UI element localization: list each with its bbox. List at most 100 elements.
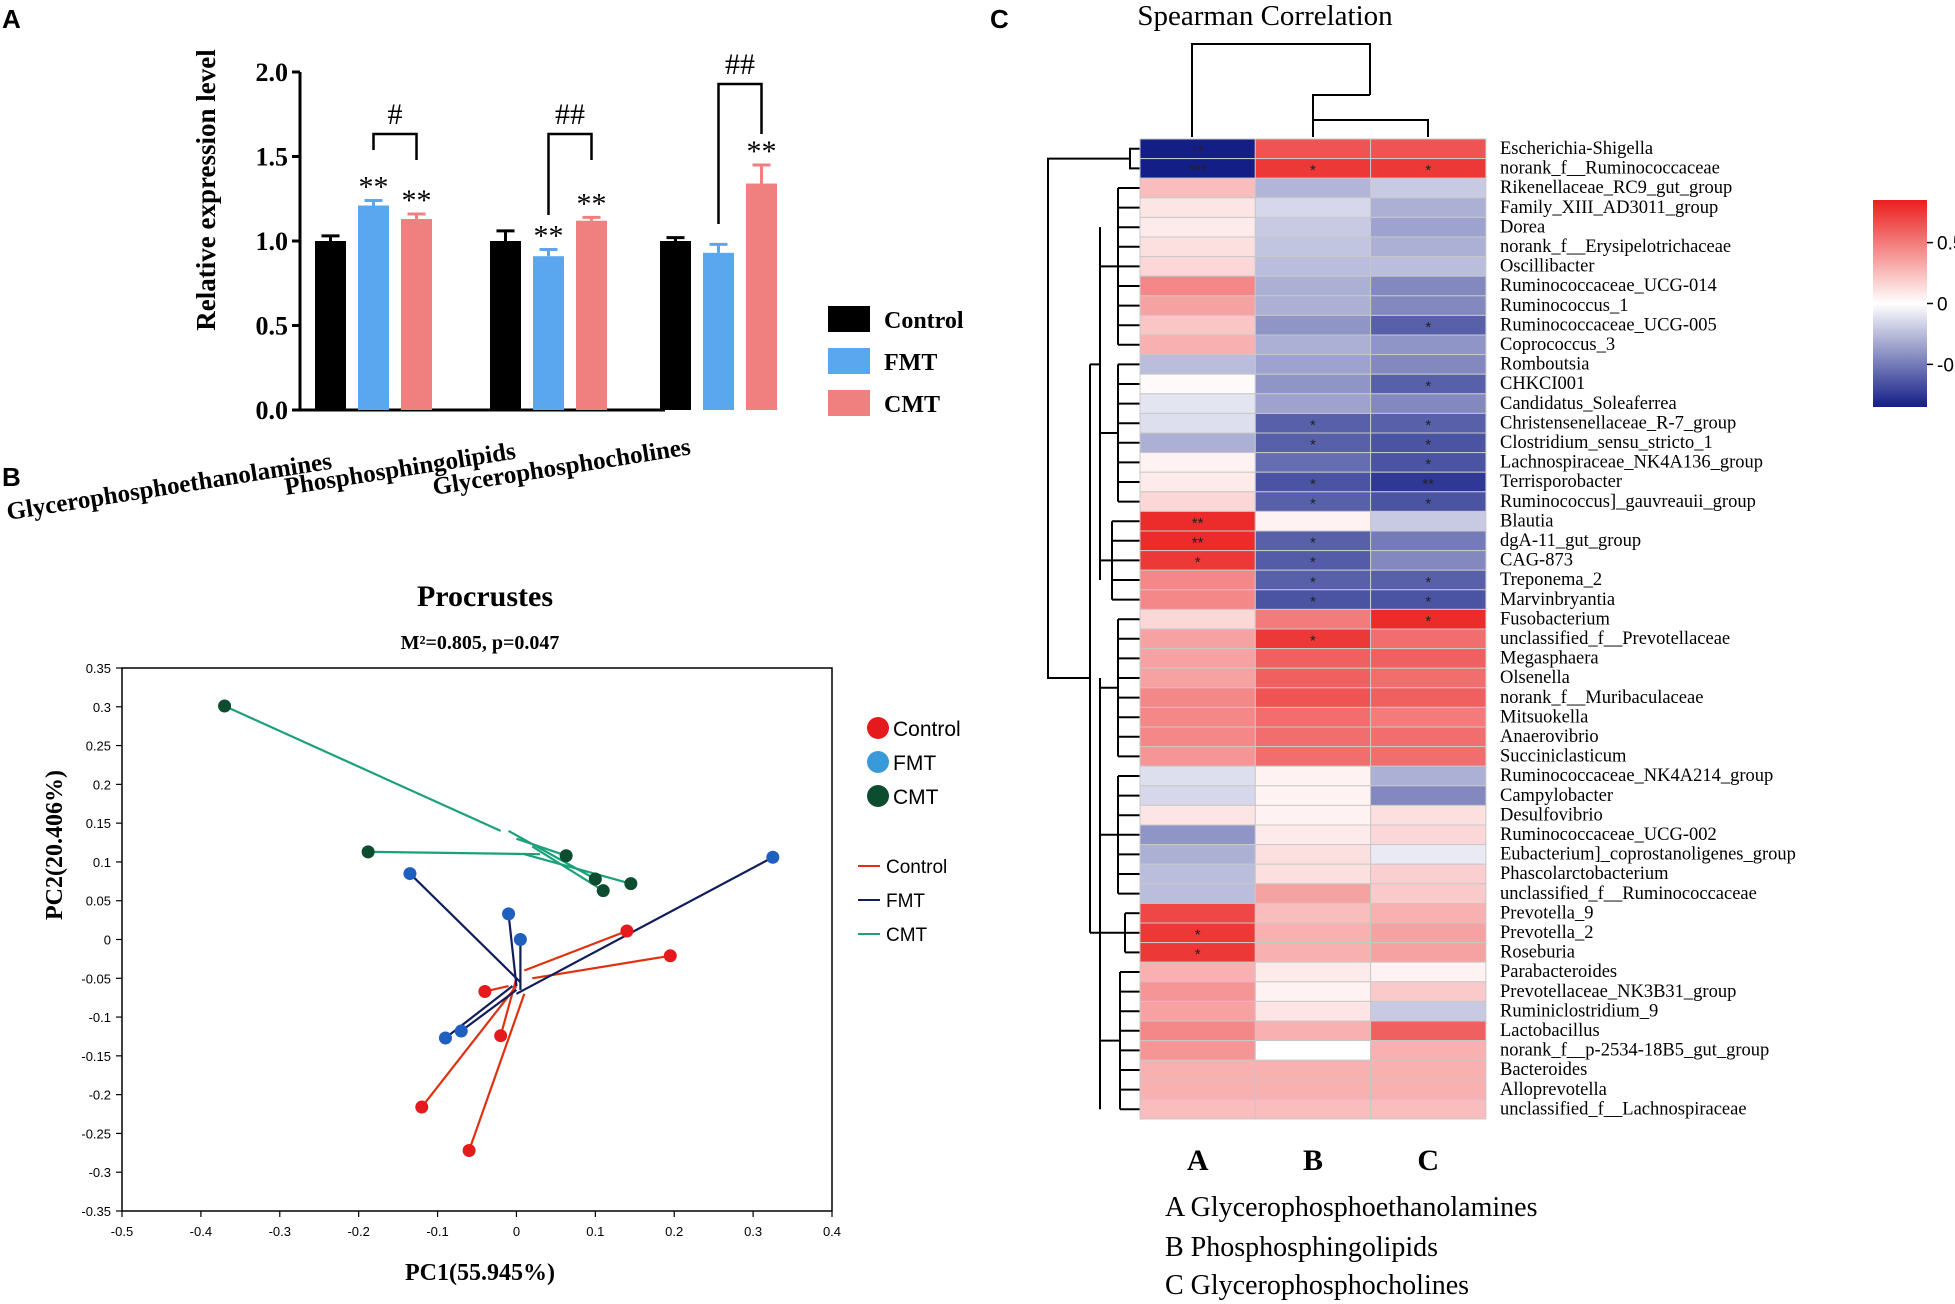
row-label: Marvinbryantia — [1500, 590, 1615, 610]
significance-mark: ** — [359, 170, 389, 203]
comparison-bracket — [547, 132, 593, 215]
bar-chart-ylabel: Relative expression level — [191, 49, 221, 331]
heatmap-cell — [1139, 785, 1256, 806]
heatmap-cell — [1370, 510, 1487, 532]
point-control — [620, 924, 634, 938]
row-label: Bacteroides — [1500, 1060, 1587, 1080]
row-label: Candidatus_Soleaferrea — [1500, 394, 1677, 414]
column-dendrogram — [1191, 43, 1429, 137]
x-tick-label: 0.1 — [586, 1224, 604, 1239]
row-label: Succiniclasticum — [1500, 747, 1627, 767]
heatmap-cell — [1254, 334, 1372, 356]
heatmap-significance: * — [1310, 495, 1316, 512]
point-cmt — [624, 877, 638, 891]
heatmap-significance: * — [1195, 554, 1201, 571]
legend-point-cmt — [867, 785, 889, 807]
heatmap-cell — [1254, 942, 1372, 963]
x-tick-label: 0.2 — [665, 1224, 683, 1239]
row-label: Dorea — [1500, 217, 1545, 237]
heatmap-significance: * — [1425, 495, 1431, 512]
heatmap-cell — [1370, 902, 1487, 924]
heatmap-cell — [1254, 706, 1372, 728]
legend-line-label: Control — [886, 857, 947, 878]
heatmap-significance: * — [1425, 574, 1431, 591]
heatmap-significance: ** — [1192, 535, 1204, 552]
heatmap-significance: * — [1310, 476, 1316, 493]
panel-letter-b: B — [2, 462, 21, 492]
point-cmt — [218, 699, 232, 713]
procrustes-line-control — [420, 985, 518, 1108]
legend-label-control: Control — [884, 308, 964, 334]
procrustes-line-cmt — [508, 829, 596, 880]
row-label: Lactobacillus — [1500, 1021, 1600, 1041]
heatmap-cell — [1254, 1000, 1372, 1022]
x-tick-label: 0 — [513, 1224, 520, 1239]
heatmap-cell — [1139, 452, 1256, 473]
heatmap-cell — [1254, 746, 1372, 767]
heatmap-cell — [1139, 432, 1256, 454]
y-tick-label: 0 — [104, 933, 111, 948]
significance-mark: ** — [534, 219, 564, 252]
heatmap-cell — [1370, 550, 1487, 571]
heatmap-cell — [1370, 177, 1487, 199]
heatmap-cell — [1370, 863, 1487, 885]
y-tick-label: 0.1 — [93, 855, 111, 870]
column-label: A — [1187, 1144, 1209, 1177]
y-tick-label: 0.05 — [86, 894, 111, 909]
column-note-b: B Phosphosphingolipids — [1165, 1232, 1438, 1263]
heatmap-cell — [1139, 687, 1256, 708]
category-label: Glycerophosphocholines — [431, 433, 693, 500]
heatmap-cell — [1370, 275, 1487, 297]
procrustes-subtitle: M²=0.805, p=0.047 — [401, 632, 560, 654]
point-control — [478, 984, 492, 998]
heatmap-cell — [1370, 236, 1487, 258]
heatmap-cell — [1139, 334, 1256, 356]
procrustes-line-cmt — [368, 850, 541, 856]
procrustes-line-fmt — [460, 989, 518, 1032]
heatmap-cell — [1139, 354, 1256, 375]
point-cmt — [559, 849, 573, 863]
colorbar — [1873, 200, 1927, 407]
colorbar-tick-label: -0.5 — [1937, 355, 1955, 376]
heatmap-cell — [1139, 863, 1256, 885]
heatmap-cell — [1139, 706, 1256, 728]
row-label: Prevotellaceae_NK3B31_group — [1500, 982, 1736, 1002]
heatmap-significance: * — [1195, 946, 1201, 963]
y-tick-label: -0.15 — [81, 1049, 111, 1064]
heatmap-significance: * — [1310, 535, 1316, 552]
x-tick-label: 0.3 — [744, 1224, 762, 1239]
heatmap-cell — [1254, 216, 1372, 238]
heatmap-cell — [1139, 491, 1256, 512]
row-label: norank_f__Ruminococcaceae — [1500, 159, 1720, 179]
panel-letter-c: C — [990, 4, 1009, 34]
procrustes-line-fmt — [507, 913, 518, 987]
heatmap-cell — [1370, 765, 1487, 787]
heatmap-cell — [1254, 138, 1372, 160]
point-fmt — [454, 1024, 468, 1038]
bar — [358, 205, 389, 410]
heatmap-cell — [1139, 726, 1256, 748]
heatmap-cell — [1370, 295, 1487, 316]
heatmap-cell — [1370, 1000, 1487, 1022]
bar — [401, 219, 432, 410]
heatmap-significance: ** — [1192, 143, 1204, 160]
heatmap-significance: ** — [1422, 476, 1434, 493]
heatmap-cell — [1370, 824, 1487, 846]
row-label: dgA-11_gut_group — [1500, 531, 1641, 551]
heatmap-significance: * — [1425, 613, 1431, 630]
legend-point-control — [867, 717, 889, 739]
row-label: unclassified_f__Lachnospiraceae — [1500, 1099, 1747, 1119]
heatmap-cell — [1139, 844, 1256, 865]
heatmap-significance: * — [1195, 927, 1201, 944]
heatmap-cell — [1254, 510, 1372, 532]
row-label: Treponema_2 — [1500, 570, 1602, 590]
row-label: Phascolarctobacterium — [1500, 864, 1669, 884]
heatmap-cell — [1254, 804, 1372, 826]
legend-point-label: FMT — [893, 752, 936, 775]
heatmap-cell — [1254, 922, 1372, 944]
dendrogram-branch — [1047, 157, 1130, 679]
heatmap-significance: * — [1425, 417, 1431, 434]
panel-c-heatmap: Spearman Correlation ***** * **** ** *** *** *… — [1047, 0, 1955, 1301]
y-tick-label: -0.2 — [89, 1088, 111, 1103]
row-label: Christensenellaceae_R-7_group — [1500, 413, 1736, 433]
